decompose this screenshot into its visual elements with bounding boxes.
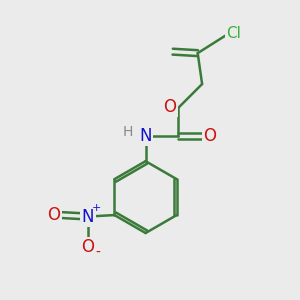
Text: -: - [95, 245, 100, 260]
Text: H: H [123, 125, 133, 139]
Text: N: N [139, 127, 152, 145]
Text: Cl: Cl [226, 26, 242, 41]
Text: O: O [82, 238, 94, 256]
Text: O: O [48, 206, 61, 224]
Text: O: O [203, 127, 216, 145]
Text: +: + [92, 203, 101, 213]
Text: O: O [163, 98, 176, 116]
Text: N: N [82, 208, 94, 226]
